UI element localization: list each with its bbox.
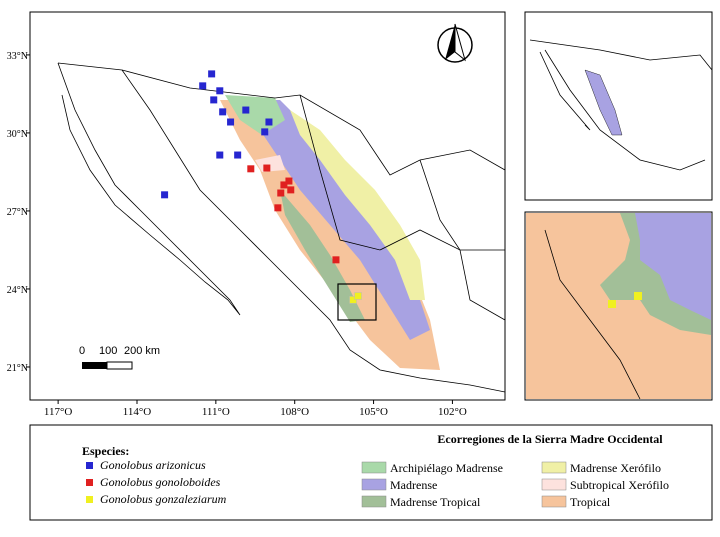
main-map-layout — [57, 23, 506, 393]
y-tick-label: 24°N — [7, 285, 28, 296]
x-tick-label: 114°O — [123, 406, 151, 418]
species-point — [332, 256, 340, 264]
ecoregion-legend-swatch — [361, 461, 387, 474]
species-legend-swatch — [86, 496, 93, 503]
species-point — [234, 151, 242, 159]
species-point — [280, 181, 288, 189]
species-legend-swatch — [86, 479, 93, 486]
x-tick-label: 105°O — [359, 406, 388, 418]
ecoregion-legend-title: Ecorregiones de la Sierra Madre Occident… — [437, 432, 663, 446]
species-legend-title: Especies: — [82, 444, 129, 458]
species-point — [287, 186, 295, 194]
ecoregion-legend-label: Madrense — [390, 478, 437, 492]
species-point — [261, 128, 269, 136]
x-tick-label: 108°O — [280, 406, 309, 418]
x-tick-label: 102°O — [438, 406, 467, 418]
species-point — [263, 164, 271, 172]
inset-detail-layout — [526, 213, 711, 400]
species-point — [210, 96, 218, 104]
ecoregion-legend-label: Madrense Xerófilo — [570, 461, 661, 475]
x-tick-label: 117°O — [44, 406, 72, 418]
species-point — [265, 118, 273, 126]
species-point — [354, 292, 362, 300]
species-point — [216, 87, 224, 95]
species-point — [277, 189, 285, 197]
species-point — [274, 204, 282, 212]
ecoregion-legend-swatch — [541, 495, 567, 508]
species-legend-label: Gonolobus gonzaleziarum — [100, 492, 227, 506]
ecoregion-legend-swatch — [541, 478, 567, 491]
scale-label: 100 — [99, 345, 117, 357]
inset-species-point — [634, 292, 642, 300]
ecoregion-legend-label: Tropical — [570, 495, 611, 509]
ecoregion-legend-label: Madrense Tropical — [390, 495, 481, 509]
ecoregion-legend-swatch — [361, 495, 387, 508]
inset-country-layout — [529, 39, 713, 171]
species-point — [242, 106, 250, 114]
scale-label: 0 — [79, 345, 85, 357]
y-tick-label: 21°N — [7, 363, 28, 374]
y-tick-label: 27°N — [7, 207, 28, 218]
ecoregion-legend-swatch — [541, 461, 567, 474]
species-legend-label: Gonolobus gonoloboides — [100, 475, 221, 489]
ecoregion-legend-swatch — [361, 478, 387, 491]
scale-label: 200 km — [124, 345, 160, 357]
y-tick-label: 30°N — [7, 129, 28, 140]
species-point — [349, 296, 357, 304]
species-point — [208, 70, 216, 78]
species-legend-label: Gonolobus arizonicus — [100, 458, 206, 472]
species-point — [199, 82, 207, 90]
species-point — [285, 177, 293, 185]
ecoregion-legend-label: Subtropical Xerófilo — [570, 478, 669, 492]
species-legend-swatch — [86, 462, 93, 469]
species-point — [247, 165, 255, 173]
species-point — [216, 151, 224, 159]
species-point — [219, 108, 227, 116]
x-tick-label: 111°O — [202, 406, 230, 418]
species-point — [161, 191, 169, 199]
species-point — [227, 118, 235, 126]
inset-species-point — [608, 300, 616, 308]
ecoregion-legend-label: Archipiélago Madrense — [390, 461, 503, 475]
inset-country-frame — [524, 11, 713, 201]
y-tick-label: 33°N — [7, 51, 28, 62]
